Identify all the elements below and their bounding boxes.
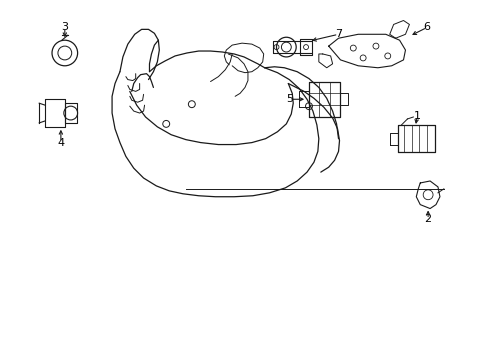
- Text: 7: 7: [334, 29, 342, 39]
- Text: 2: 2: [424, 215, 431, 224]
- Text: 4: 4: [57, 138, 64, 148]
- Text: 3: 3: [61, 22, 68, 32]
- Text: 6: 6: [423, 22, 430, 32]
- Text: 1: 1: [413, 111, 420, 121]
- Text: 5: 5: [285, 94, 292, 104]
